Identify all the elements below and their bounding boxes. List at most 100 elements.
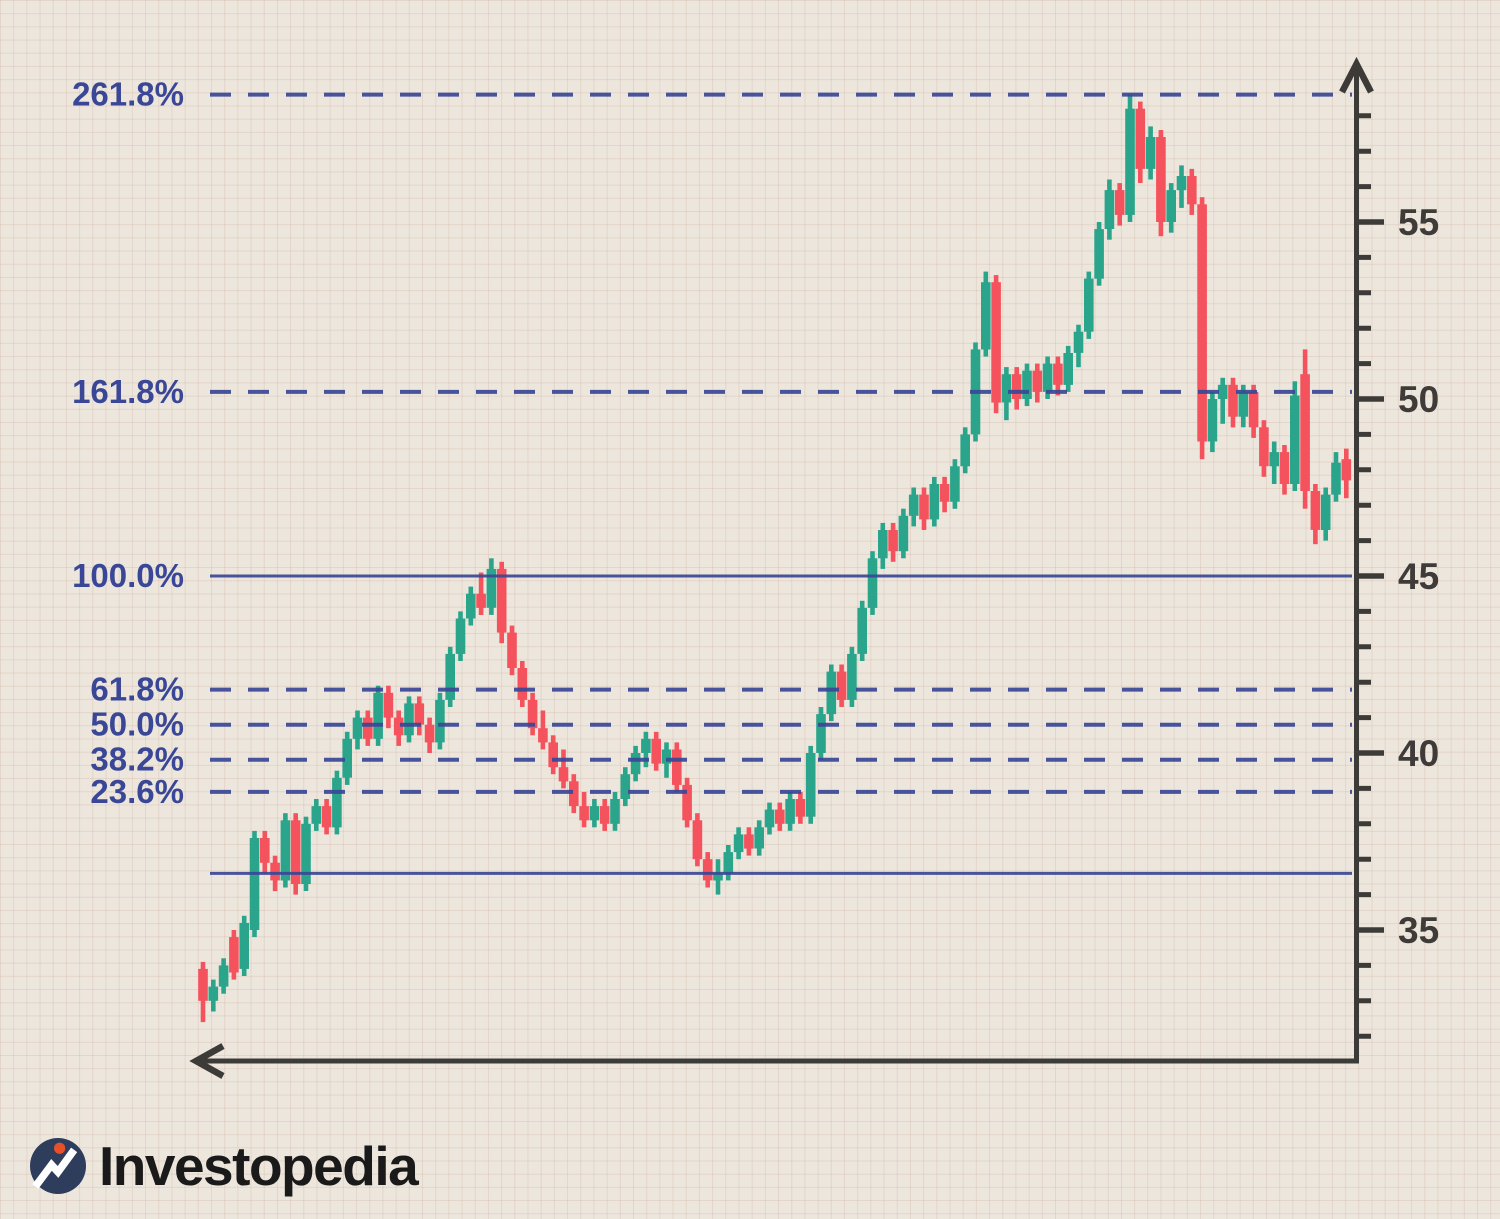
y-axis-label-40: 40 — [1398, 733, 1439, 774]
fib-label-23.6%: 23.6% — [90, 773, 184, 810]
candle-body — [692, 820, 703, 860]
candle — [723, 845, 734, 881]
candle — [919, 487, 929, 530]
candle — [1290, 381, 1300, 491]
candle-body — [795, 799, 806, 817]
candle — [1156, 130, 1166, 237]
candle-body — [744, 834, 754, 849]
candle-body — [960, 434, 970, 467]
candle-body — [352, 717, 363, 739]
candle-body — [1135, 108, 1146, 169]
candle-body — [1197, 204, 1207, 442]
candle-body — [672, 749, 682, 785]
axes-layer: 55 50 45 40 35 — [189, 56, 1439, 1079]
candle — [857, 600, 867, 661]
candle — [795, 791, 806, 824]
candle-body — [218, 965, 229, 987]
candle — [249, 830, 260, 938]
candle-body — [702, 859, 713, 881]
candle-body — [1001, 374, 1012, 403]
candle-body — [1073, 331, 1084, 353]
candle — [1125, 94, 1135, 222]
candle-body — [527, 699, 538, 729]
candle — [1084, 271, 1094, 339]
candle — [651, 731, 661, 771]
candle-body — [301, 823, 311, 884]
candle — [764, 802, 775, 835]
candle-body — [1094, 229, 1104, 279]
candle — [620, 767, 631, 807]
candle — [1053, 356, 1063, 396]
candle-body — [641, 738, 651, 753]
candle-body — [908, 494, 919, 516]
candle-body — [342, 738, 352, 778]
candle — [888, 522, 898, 562]
candle-body — [1032, 370, 1043, 392]
candle — [1114, 183, 1125, 226]
candle-body — [929, 484, 940, 520]
candle-body — [950, 466, 960, 502]
candle-body — [1063, 353, 1073, 385]
candle — [218, 958, 229, 994]
candle — [1207, 391, 1218, 453]
candle — [991, 275, 1001, 414]
candle-body — [290, 820, 301, 884]
candle-body — [249, 838, 260, 930]
candles-layer — [198, 94, 1352, 1023]
candle — [1310, 484, 1321, 545]
candle-body — [1269, 452, 1279, 467]
candle-body — [1310, 491, 1321, 530]
candle-body — [1166, 190, 1176, 222]
candle-body — [373, 692, 383, 739]
candle — [507, 625, 517, 676]
candle-body — [424, 724, 435, 743]
candle — [816, 707, 826, 761]
candle-body — [1331, 462, 1341, 495]
candle — [260, 830, 270, 874]
y-axis-label-45: 45 — [1398, 556, 1439, 597]
candle-body — [764, 809, 775, 828]
candle-body — [1217, 384, 1228, 399]
candle-body — [1104, 190, 1115, 229]
candle — [1145, 126, 1156, 180]
candle — [1259, 420, 1269, 477]
candle-body — [939, 484, 950, 502]
candle-body — [1125, 108, 1135, 215]
candle — [1331, 452, 1341, 502]
candle — [1187, 168, 1197, 215]
candle-body — [363, 717, 373, 739]
candle-body — [393, 717, 404, 736]
candle-body — [630, 753, 641, 775]
candle-body — [311, 806, 322, 824]
candle — [960, 427, 970, 474]
candle — [898, 508, 909, 559]
candle-body — [1279, 452, 1290, 484]
candle-body — [661, 749, 672, 764]
candle — [569, 774, 579, 814]
candle-body — [991, 282, 1001, 403]
candle — [363, 710, 373, 746]
candle-body — [383, 692, 394, 718]
candle — [775, 802, 785, 831]
candle-body — [239, 922, 249, 969]
candle — [1248, 384, 1259, 438]
y-axis-arrow-icon — [1339, 56, 1374, 94]
candle — [692, 813, 703, 867]
candle — [445, 646, 455, 707]
candle-body — [878, 530, 888, 559]
candle-body — [507, 632, 517, 668]
candle — [414, 696, 425, 736]
candle — [939, 476, 950, 513]
candle — [713, 859, 723, 895]
candle-body — [867, 558, 878, 608]
candle — [373, 685, 383, 746]
candle-body — [888, 530, 898, 552]
candle-body — [332, 777, 342, 828]
candle-body — [1176, 176, 1187, 191]
candle — [424, 717, 435, 753]
candle — [733, 827, 744, 860]
candle — [630, 745, 641, 782]
candle-body — [1320, 494, 1331, 530]
